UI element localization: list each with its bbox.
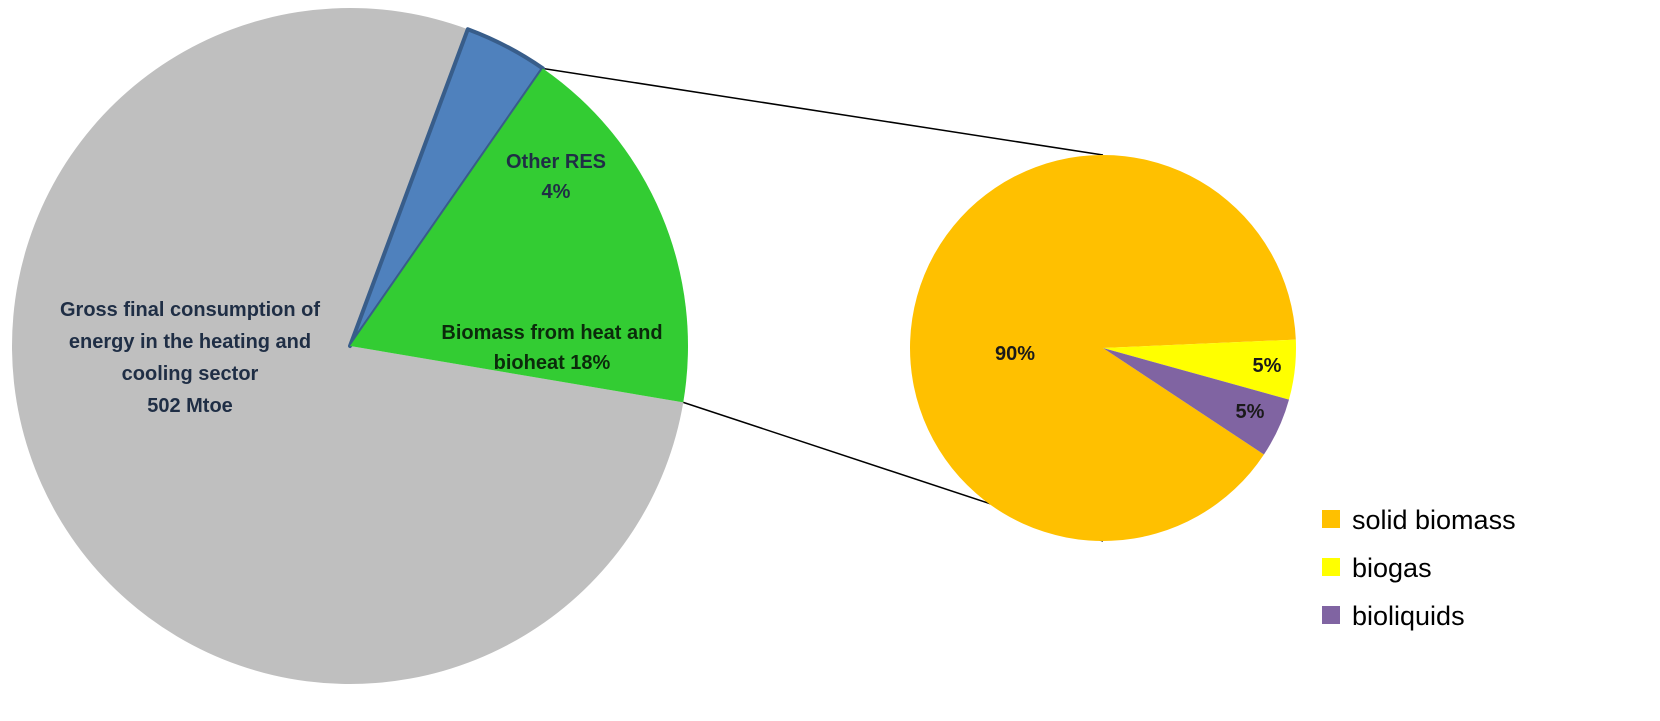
sub-pie: [910, 154, 1297, 541]
sub-slice-label-solid-biomass: 90%: [995, 343, 1035, 365]
legend-label-biogas: biogas: [1352, 553, 1432, 583]
sub-slice-bioliquids: [1103, 348, 1289, 455]
main-slice-label-gross-final-consumption-of: Gross final consumption of energy in the …: [60, 299, 320, 417]
sub-pie-labels: 90% 5% 5%: [995, 343, 1282, 423]
connector-line-top: [542, 67, 1104, 156]
main-pie: [12, 8, 689, 685]
main-slice-gross-final-consumption-of: [12, 8, 684, 685]
legend-label-solid-biomass: solid biomass: [1352, 505, 1516, 535]
legend: solid biomass biogas bioliquids: [1322, 505, 1516, 631]
legend-label-bioliquids: bioliquids: [1352, 601, 1465, 631]
main-slice-other-res: [348, 27, 545, 348]
main-slice-label-other-res: Other RES 4%: [506, 151, 606, 203]
sub-slice-label-bioliquids: 5%: [1236, 401, 1265, 423]
main-pie-labels: Gross final consumption of energy in the …: [60, 151, 663, 417]
main-slice-biomass-from-heat-and: [350, 68, 689, 403]
sub-slice-biogas: [1103, 339, 1297, 400]
main-slice-label-biomass-from-heat-and: Biomass from heat and bioheat 18%: [441, 322, 662, 374]
legend-swatch-biogas: [1322, 558, 1340, 576]
legend-swatch-solid-biomass: [1322, 510, 1340, 528]
sub-slice-label-biogas: 5%: [1253, 355, 1282, 377]
sub-slice-solid-biomass: [910, 154, 1296, 541]
legend-swatch-bioliquids: [1322, 606, 1340, 624]
